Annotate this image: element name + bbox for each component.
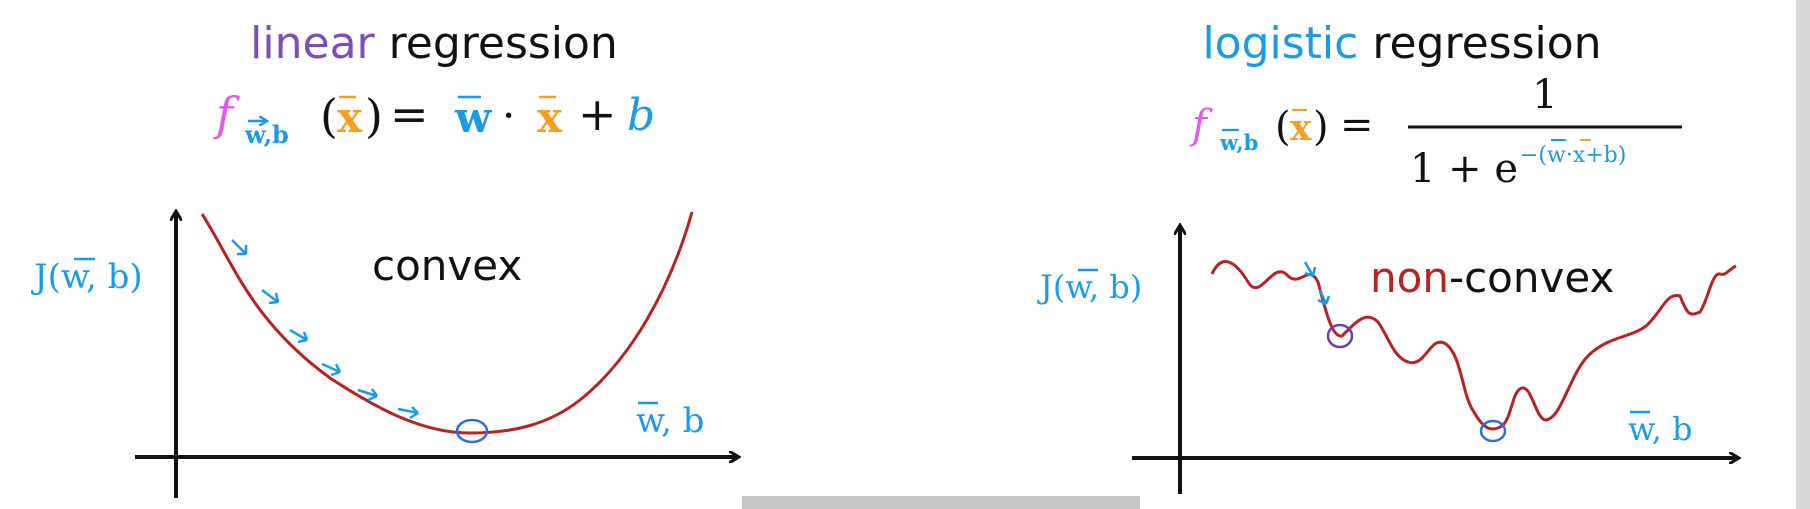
left-formula-x2: x (537, 93, 563, 142)
right-global-minimum-circle (1479, 419, 1507, 443)
right-local-minimum-circle (1326, 323, 1354, 349)
right-step-arrow-1 (1303, 261, 1317, 278)
right-y-label: J(w, b) (1037, 268, 1142, 306)
right-formula: f w,b ( x ) = 1 1 + e −(w·x+b) (1189, 72, 1682, 192)
left-formula-open-paren: ( (320, 89, 338, 143)
left-minimum-circle (455, 418, 489, 444)
left-formula-b: b (627, 90, 655, 141)
right-title-rest: regression (1358, 18, 1601, 69)
left-formula-x: x (337, 93, 363, 142)
step-arrow-3 (289, 328, 309, 344)
window-edge-strip (1796, 0, 1810, 509)
right-x-label: w, b (1628, 410, 1692, 448)
left-title-rest: regression (375, 18, 618, 69)
right-title: logistic regression (1202, 18, 1601, 69)
left-x-label: w, b (636, 401, 704, 441)
left-y-label: J(w, b) (31, 257, 143, 297)
left-formula: f w,b ( x ) = w · x + b (213, 87, 655, 149)
left-curve-label: convex (372, 241, 522, 290)
left-formula-close-paren: ) (365, 89, 383, 143)
left-formula-f: f (213, 87, 240, 141)
video-scrub-bar[interactable] (742, 496, 1140, 509)
left-formula-plus: + (578, 87, 617, 141)
step-arrow-2 (261, 289, 280, 305)
right-title-colored: logistic (1202, 18, 1358, 69)
right-curve-label-rest: -convex (1449, 253, 1614, 302)
right-formula-denominator: 1 + e (1410, 146, 1518, 192)
left-title-colored: linear (250, 18, 375, 69)
left-formula-dot: · (502, 91, 515, 140)
left-formula-equals: = (390, 87, 429, 141)
right-formula-f: f (1189, 102, 1213, 148)
right-formula-exponent: −(w·x+b) (1520, 143, 1626, 168)
right-curve-label-colored: non (1370, 253, 1449, 302)
right-gradient-steps (1303, 261, 1331, 306)
left-formula-subscript: w,b (244, 120, 289, 149)
right-formula-numerator: 1 (1532, 72, 1557, 118)
step-arrow-5 (357, 388, 379, 402)
step-arrow-1 (231, 239, 248, 256)
right-formula-subscript: w,b (1219, 130, 1258, 155)
right-formula-x: x (1290, 107, 1312, 149)
right-curve-label: non-convex (1370, 253, 1614, 302)
left-convex-curve (200, 211, 694, 435)
step-arrow-4 (321, 362, 342, 377)
left-formula-w: w (454, 93, 492, 142)
right-formula-open-paren: ( (1275, 104, 1291, 150)
step-arrow-6 (397, 406, 419, 420)
left-gradient-steps (231, 239, 419, 420)
right-step-arrow-2 (1317, 289, 1331, 306)
left-title: linear regression (250, 18, 618, 69)
right-formula-equals: = (1340, 102, 1374, 148)
right-formula-close-paren: ) (1313, 104, 1329, 150)
